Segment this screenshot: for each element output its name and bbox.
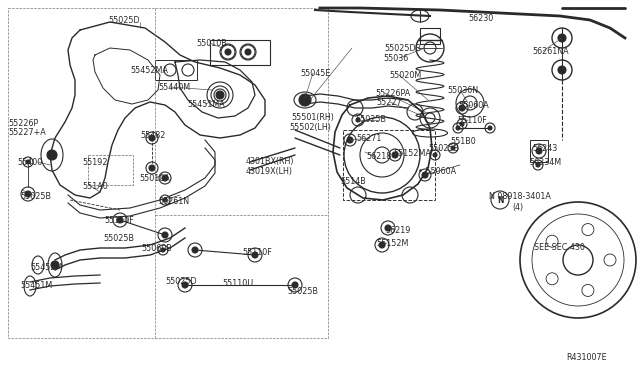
Text: 55451M: 55451M xyxy=(20,280,52,289)
Circle shape xyxy=(47,150,57,160)
Text: 56234M: 56234M xyxy=(529,157,561,167)
Bar xyxy=(8,8,328,338)
Text: 55110U: 55110U xyxy=(222,279,253,288)
Text: 55045E: 55045E xyxy=(300,68,330,77)
Text: 56218: 56218 xyxy=(366,151,391,160)
Text: 55152MA: 55152MA xyxy=(393,148,431,157)
Bar xyxy=(420,28,440,44)
Circle shape xyxy=(26,160,30,164)
Text: 55110F: 55110F xyxy=(104,215,134,224)
Text: 55025B: 55025B xyxy=(103,234,134,243)
Circle shape xyxy=(292,282,298,288)
Circle shape xyxy=(460,122,464,126)
Text: 55025DB: 55025DB xyxy=(384,44,421,52)
Text: 551A0: 551A0 xyxy=(82,182,108,190)
Text: 55226PA: 55226PA xyxy=(375,89,410,97)
Text: 55010A: 55010A xyxy=(139,173,170,183)
Circle shape xyxy=(216,91,224,99)
Text: 55010B: 55010B xyxy=(196,38,227,48)
Text: 55025B: 55025B xyxy=(287,286,318,295)
Circle shape xyxy=(225,49,231,55)
Text: (4): (4) xyxy=(512,202,523,212)
Text: 55060B: 55060B xyxy=(141,244,172,253)
Bar xyxy=(210,40,270,65)
Text: 55227: 55227 xyxy=(376,97,402,106)
Circle shape xyxy=(163,198,167,202)
Text: N: N xyxy=(497,196,503,205)
Text: • 55060A: • 55060A xyxy=(418,167,456,176)
Circle shape xyxy=(347,137,353,143)
Bar xyxy=(530,140,548,162)
Text: 55025B: 55025B xyxy=(428,144,459,153)
Text: 4301BX(RH): 4301BX(RH) xyxy=(246,157,294,166)
Circle shape xyxy=(433,153,437,157)
Circle shape xyxy=(488,126,492,130)
Circle shape xyxy=(385,225,391,231)
Text: N 08918-3401A: N 08918-3401A xyxy=(489,192,551,201)
Circle shape xyxy=(149,135,155,141)
Text: 55025D: 55025D xyxy=(108,16,140,25)
Circle shape xyxy=(192,247,198,253)
Circle shape xyxy=(252,252,258,258)
Circle shape xyxy=(456,126,460,130)
Text: 55501(RH): 55501(RH) xyxy=(291,112,334,122)
Circle shape xyxy=(536,163,540,167)
Text: 55036: 55036 xyxy=(383,54,408,62)
Text: 5514B: 5514B xyxy=(340,176,365,186)
Text: 55452MA: 55452MA xyxy=(130,65,168,74)
Text: 55440M: 55440M xyxy=(158,83,190,92)
Circle shape xyxy=(536,148,542,154)
Circle shape xyxy=(117,217,123,223)
Text: 55110F: 55110F xyxy=(457,115,487,125)
Circle shape xyxy=(161,248,165,252)
Text: 55400: 55400 xyxy=(17,157,42,167)
Circle shape xyxy=(25,191,31,197)
Circle shape xyxy=(162,175,168,181)
Text: 56230: 56230 xyxy=(468,13,493,22)
Bar xyxy=(343,130,435,200)
Text: 55025D: 55025D xyxy=(165,278,196,286)
Text: 56243: 56243 xyxy=(532,144,557,153)
Text: 55110F: 55110F xyxy=(242,247,272,257)
Text: 55451MA: 55451MA xyxy=(187,99,225,109)
Circle shape xyxy=(182,282,188,288)
Circle shape xyxy=(379,242,385,248)
Text: 55020M: 55020M xyxy=(389,71,421,80)
Text: 55482: 55482 xyxy=(140,131,165,140)
Text: 55192: 55192 xyxy=(82,157,108,167)
Text: 55025B: 55025B xyxy=(355,115,386,124)
Text: 56271: 56271 xyxy=(356,134,381,142)
Circle shape xyxy=(356,118,360,122)
Text: 551B0: 551B0 xyxy=(450,137,476,145)
Circle shape xyxy=(149,165,155,171)
Circle shape xyxy=(558,34,566,42)
Text: 55036N: 55036N xyxy=(447,86,478,94)
Bar xyxy=(155,60,197,80)
Text: 55502(LH): 55502(LH) xyxy=(289,122,331,131)
Text: 55060A: 55060A xyxy=(458,100,489,109)
Text: 56261N: 56261N xyxy=(158,196,189,205)
Text: 55152M: 55152M xyxy=(376,238,408,247)
Bar xyxy=(88,155,133,185)
Text: 43019X(LH): 43019X(LH) xyxy=(246,167,293,176)
Text: SEE SEC.430: SEE SEC.430 xyxy=(534,243,585,251)
Text: 56219: 56219 xyxy=(385,225,410,234)
Circle shape xyxy=(422,172,428,178)
Text: R431007E: R431007E xyxy=(566,353,607,362)
Circle shape xyxy=(451,146,455,150)
Circle shape xyxy=(392,152,398,158)
Circle shape xyxy=(162,232,168,238)
Text: 55025B: 55025B xyxy=(20,192,51,201)
Circle shape xyxy=(245,49,251,55)
Circle shape xyxy=(299,94,311,106)
Text: 55227+A: 55227+A xyxy=(8,128,45,137)
Circle shape xyxy=(558,66,566,74)
Text: 55452M: 55452M xyxy=(30,263,62,272)
Text: 56261NA: 56261NA xyxy=(532,46,568,55)
Text: 55226P: 55226P xyxy=(8,119,38,128)
Circle shape xyxy=(51,261,59,269)
Circle shape xyxy=(459,105,465,111)
